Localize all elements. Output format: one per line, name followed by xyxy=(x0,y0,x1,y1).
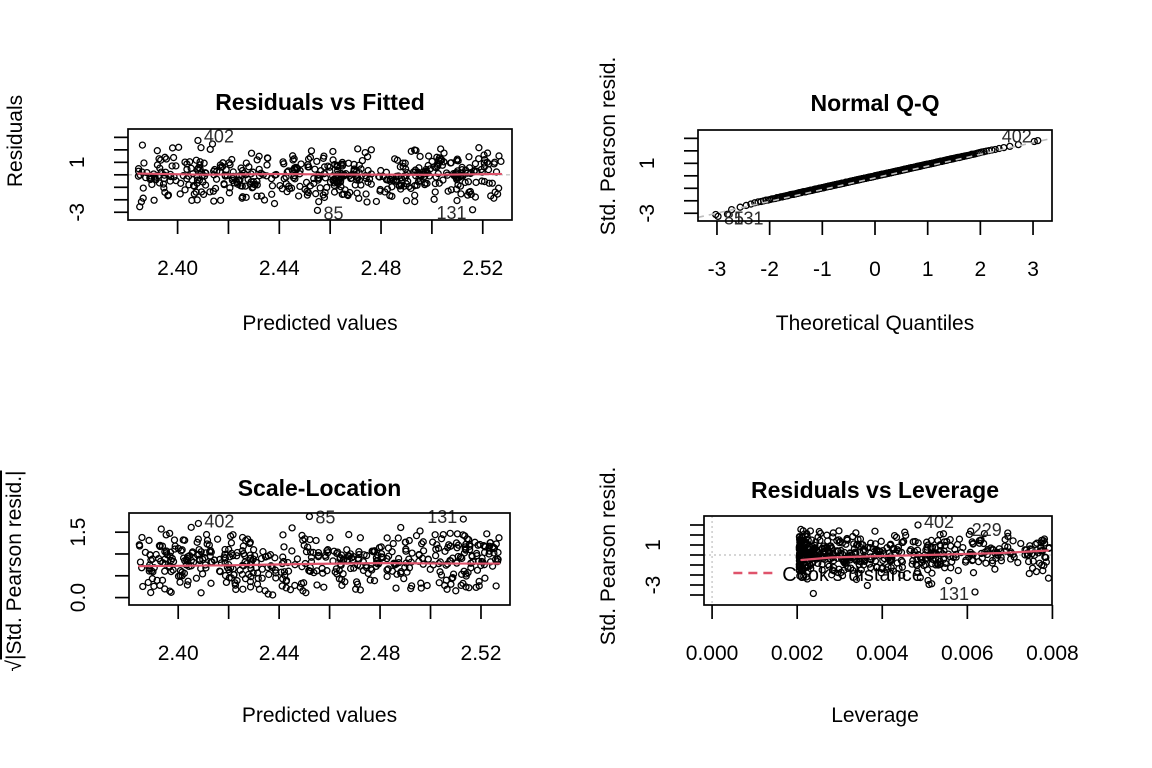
svg-text:0: 0 xyxy=(869,258,881,281)
point-label-131: 131 xyxy=(734,208,764,228)
x-axis-label-predicted-values-top: Predicted values xyxy=(242,312,398,335)
x-axis-label-predicted-values-bottom: Predicted values xyxy=(241,704,398,727)
svg-text:0.004: 0.004 xyxy=(856,642,909,665)
svg-text:-2: -2 xyxy=(760,258,779,281)
y-axis-label-std-pearson-resid-top: Std. Pearson resid. xyxy=(597,56,620,236)
svg-text:2.52: 2.52 xyxy=(461,642,502,665)
svg-text:2: 2 xyxy=(975,258,987,281)
y-axis-label-residuals: Residuals xyxy=(4,94,27,188)
svg-text:1.5: 1.5 xyxy=(67,518,90,547)
svg-text:1: 1 xyxy=(642,539,665,551)
svg-text:-3: -3 xyxy=(636,204,659,223)
point-label-402: 402 xyxy=(1002,127,1032,147)
panel-2: 402 85 131 2.40 2.44 2.48 2.52 0.0 1.5 xyxy=(67,507,511,665)
svg-text:-3: -3 xyxy=(642,576,665,595)
plot-title-residuals-vs-fitted: Residuals vs Fitted xyxy=(215,89,425,115)
point-label-85: 85 xyxy=(724,208,744,228)
svg-text:2.40: 2.40 xyxy=(157,257,198,280)
point-label-229: 229 xyxy=(972,520,1002,540)
svg-text:2.48: 2.48 xyxy=(360,642,401,665)
x-axis-label-theoretical-quantiles: Theoretical Quantiles xyxy=(775,312,975,335)
svg-text:1: 1 xyxy=(636,157,659,169)
svg-text:-3: -3 xyxy=(708,258,727,281)
point-label-402: 402 xyxy=(204,126,234,146)
sqrt-radicand-text: |Std. Pearson resid.| xyxy=(0,470,26,660)
point-label-85: 85 xyxy=(323,203,343,223)
point-label-131: 131 xyxy=(437,203,467,223)
x-axis-label-leverage: Leverage xyxy=(831,704,919,727)
point-label-402: 402 xyxy=(204,511,234,531)
svg-text:2.44: 2.44 xyxy=(259,257,300,280)
svg-text:1: 1 xyxy=(922,258,934,281)
svg-text:2.52: 2.52 xyxy=(462,257,503,280)
svg-text:2.48: 2.48 xyxy=(361,257,402,280)
y-axis-label-std-pearson-resid-bottom: Std. Pearson resid. xyxy=(597,466,620,646)
panel-0: 402 85 131 2.40 2.44 2.48 2.52 -3 1 xyxy=(66,126,513,280)
svg-text:2.44: 2.44 xyxy=(259,642,300,665)
point-label-131: 131 xyxy=(427,507,457,527)
point-label-131: 131 xyxy=(939,584,969,604)
svg-text:-1: -1 xyxy=(813,258,832,281)
plot-title-scale-location: Scale-Location xyxy=(237,475,402,501)
plot-title-normal-qq: Normal Q-Q xyxy=(810,90,940,116)
sqrt-radical-glyph: √ xyxy=(3,659,26,672)
svg-text:0.000: 0.000 xyxy=(686,642,739,665)
svg-text:0.002: 0.002 xyxy=(771,642,824,665)
svg-text:0.0: 0.0 xyxy=(67,583,90,612)
point-label-85: 85 xyxy=(315,507,335,527)
point-label-402: 402 xyxy=(924,512,954,532)
plot-title-residuals-vs-leverage: Residuals vs Leverage xyxy=(750,477,1000,503)
svg-text:1: 1 xyxy=(66,156,89,168)
svg-text:0.006: 0.006 xyxy=(941,642,994,665)
svg-text:2.40: 2.40 xyxy=(158,642,199,665)
svg-text:-3: -3 xyxy=(66,203,89,222)
y-axis-label-sqrt-std-pearson-resid: √|Std. Pearson resid.| xyxy=(0,470,27,672)
svg-text:3: 3 xyxy=(1027,258,1039,281)
svg-text:0.008: 0.008 xyxy=(1026,642,1079,665)
